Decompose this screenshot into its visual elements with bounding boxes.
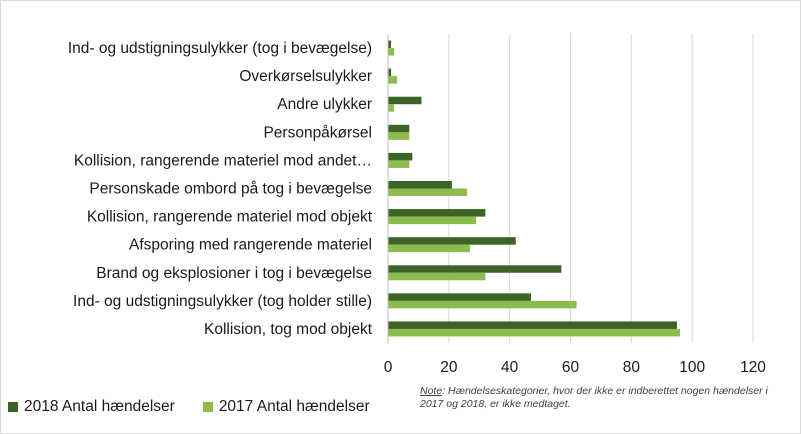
category-label-9: Ind- og udstigningsulykker (tog holder s… bbox=[73, 293, 372, 310]
tick-label-20: 20 bbox=[440, 359, 458, 376]
bar-2017-8 bbox=[388, 272, 486, 281]
bar-2018-1 bbox=[388, 68, 392, 77]
category-labels: Ind- og udstigningsulykker (tog i bevæge… bbox=[68, 40, 373, 338]
tick-label-120: 120 bbox=[740, 359, 766, 376]
category-label-3: Personpåkørsel bbox=[263, 124, 372, 141]
bar-2018-2 bbox=[388, 96, 422, 105]
legend-item-2017: 2017 Antal hændelser bbox=[202, 398, 370, 416]
category-label-7: Afsporing med rangerende materiel bbox=[129, 237, 372, 254]
category-label-0: Ind- og udstigningsulykker (tog i bevæge… bbox=[68, 40, 372, 57]
value-axis-tick-labels: 0 20 40 60 80 100 120 bbox=[384, 359, 767, 376]
bar-2017-7 bbox=[388, 244, 471, 253]
bar-2018-6 bbox=[388, 209, 486, 217]
footnote: Note: Hændelseskategorier, hvor der ikke… bbox=[420, 385, 790, 411]
bar-2017-2 bbox=[388, 104, 395, 112]
category-label-10: Kollision, tog mod objekt bbox=[204, 321, 373, 338]
bar-2018-8 bbox=[388, 265, 562, 273]
bar-2018-7 bbox=[388, 237, 516, 245]
category-label-4: Kollision, rangerende materiel mod andet… bbox=[74, 152, 372, 169]
bar-2017-10 bbox=[388, 328, 680, 337]
bar-2017-3 bbox=[388, 132, 410, 140]
bar-2017-0 bbox=[388, 48, 395, 56]
category-label-8: Brand og eksplosioner i tog i bevægelse bbox=[96, 265, 372, 282]
bar-2017-6 bbox=[388, 216, 477, 225]
footnote-text: : Hændelseskategorier, hvor der ikke er … bbox=[420, 385, 768, 410]
bar-2018-4 bbox=[388, 152, 413, 161]
legend-item-2018: 2018 Antal hændelser bbox=[8, 398, 175, 416]
tick-label-80: 80 bbox=[623, 359, 641, 376]
bar-2017-9 bbox=[388, 300, 577, 309]
bars bbox=[388, 40, 680, 337]
legend: 2018 Antal hændelser 2017 Antal hændelse… bbox=[8, 398, 398, 416]
bar-2017-1 bbox=[388, 76, 398, 84]
category-label-2: Andre ulykker bbox=[277, 96, 372, 113]
bar-2018-0 bbox=[388, 40, 392, 49]
category-label-5: Personskade ombord på tog i bevægelse bbox=[89, 181, 372, 198]
bar-2018-9 bbox=[388, 293, 531, 301]
bar-2018-5 bbox=[388, 181, 452, 189]
legend-swatch-2018 bbox=[8, 402, 18, 412]
bar-2018-10 bbox=[388, 321, 677, 329]
category-label-6: Kollision, rangerende materiel mod objek… bbox=[87, 209, 373, 226]
tick-label-100: 100 bbox=[679, 359, 705, 376]
bar-2017-4 bbox=[388, 160, 410, 168]
legend-label-2017: 2017 Antal hændelser bbox=[218, 398, 370, 415]
tick-label-40: 40 bbox=[501, 359, 519, 376]
legend-label-2018: 2018 Antal hændelser bbox=[24, 398, 175, 415]
category-label-1: Overkørselsulykker bbox=[239, 68, 372, 85]
footnote-label: Note bbox=[420, 385, 443, 397]
tick-label-60: 60 bbox=[562, 359, 580, 376]
bar-2018-3 bbox=[388, 124, 410, 133]
gridlines bbox=[448, 34, 754, 343]
bar-2017-5 bbox=[388, 188, 468, 196]
tick-label-0: 0 bbox=[384, 359, 393, 376]
legend-swatch-2017 bbox=[202, 402, 213, 412]
